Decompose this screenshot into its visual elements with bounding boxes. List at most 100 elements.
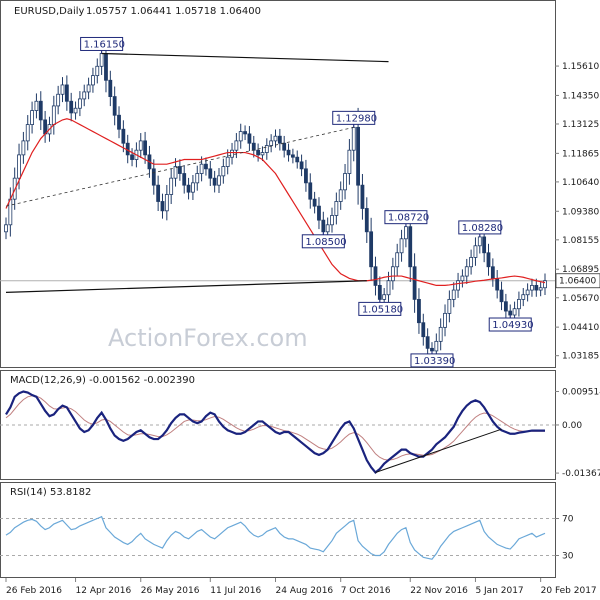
candle-body	[143, 140, 147, 156]
candle-body	[121, 128, 126, 144]
macd-y-tick-label: -0.013671	[562, 469, 600, 479]
rsi-panel-frame	[0, 482, 556, 578]
candle-body	[534, 285, 539, 291]
y-tick-label: 1.13125	[562, 120, 599, 130]
candle-body	[104, 53, 108, 81]
candle-body	[17, 154, 21, 179]
candle-body	[364, 208, 369, 233]
candle-body	[43, 119, 48, 135]
candle-body	[443, 312, 447, 328]
candle-body	[95, 65, 100, 77]
main-title: EURUSD,Daily	[14, 6, 85, 17]
y-tick-label: 1.03185	[562, 352, 599, 362]
candle-body	[82, 91, 87, 100]
candle-body	[34, 100, 39, 111]
candle-body	[395, 252, 400, 268]
candle-body	[538, 287, 543, 291]
candle-body	[343, 173, 347, 191]
ohlc-readout: 1.05757 1.06441 1.05718 1.06400	[86, 6, 261, 17]
candle-body	[243, 131, 247, 135]
candle-body	[199, 163, 204, 174]
y-tick-label: 1.04410	[562, 323, 599, 333]
candle-body	[38, 100, 43, 121]
y-tick-label: 1.10640	[562, 178, 599, 188]
rsi-label: RSI(14) 53.8182	[10, 487, 91, 498]
candle-body	[8, 198, 13, 226]
candle-body	[221, 166, 226, 177]
candle-body	[60, 84, 65, 95]
y-tick-label: 1.15610	[562, 62, 599, 72]
candle-body	[25, 124, 30, 142]
candle-body	[334, 201, 339, 216]
price-label: 1.08500	[305, 237, 346, 248]
y-tick-label: 1.11865	[562, 149, 599, 159]
candle-body	[477, 236, 482, 247]
candle-body	[351, 126, 356, 151]
candle-body	[260, 152, 265, 156]
candle-body	[4, 224, 8, 233]
candle-body	[256, 149, 261, 156]
candle-body	[164, 194, 169, 212]
candle-body	[486, 252, 491, 268]
candle-body	[277, 135, 282, 144]
candle-body	[117, 114, 121, 130]
candle-body	[456, 280, 460, 291]
candle-body	[290, 154, 295, 158]
candle-body	[508, 310, 513, 316]
candle-body	[495, 278, 500, 291]
candle-body	[247, 133, 252, 144]
candle-body	[408, 226, 413, 268]
candle-body	[169, 177, 174, 195]
current-price-label: 1.06400	[559, 277, 596, 287]
candle-body	[182, 173, 187, 186]
candle-body	[304, 168, 308, 184]
candle-body	[347, 149, 352, 174]
macd-y-tick-label: 0.00	[562, 421, 582, 431]
y-tick-label: 1.08155	[562, 236, 599, 246]
macd-line	[5, 390, 545, 475]
candle-body	[56, 93, 61, 107]
candle-body	[460, 275, 465, 282]
candle-body	[230, 149, 234, 158]
candle-body	[473, 245, 478, 258]
candle-body	[264, 145, 269, 153]
rsi-y-tick-label: 30	[562, 552, 574, 562]
x-tick-label: 22 Nov 2016	[410, 586, 468, 596]
candle-body	[177, 166, 182, 174]
candle-body	[386, 280, 391, 296]
candle-body	[421, 322, 426, 338]
candle-body	[130, 154, 134, 160]
candle-body	[317, 205, 321, 221]
candle-body	[195, 173, 200, 184]
candle-body	[191, 182, 195, 193]
y-tick-label: 1.05670	[562, 294, 599, 304]
candle-body	[151, 168, 156, 186]
candle-body	[273, 135, 278, 142]
rsi-line	[5, 515, 546, 560]
candle-body	[430, 347, 434, 352]
candle-body	[234, 140, 239, 151]
price-label: 1.08720	[388, 213, 429, 224]
candle-body	[217, 175, 221, 186]
current-price-box	[555, 273, 600, 289]
candle-body	[108, 79, 113, 97]
candle-body	[382, 294, 387, 300]
x-tick-label: 12 Apr 2016	[76, 586, 132, 596]
candle-body	[512, 308, 517, 316]
price-label: 1.12980	[336, 113, 377, 124]
candle-body	[269, 140, 274, 146]
candle-body	[399, 238, 404, 254]
candle-body	[356, 126, 360, 186]
x-tick-label: 26 May 2016	[141, 586, 200, 596]
price-label: 1.03390	[414, 356, 455, 367]
candle-body	[295, 156, 300, 163]
candle-body	[447, 298, 452, 314]
candle-body	[425, 336, 430, 349]
candle-body	[451, 289, 456, 300]
candle-body	[208, 168, 213, 179]
candle-body	[138, 140, 143, 151]
candle-body	[204, 163, 208, 170]
candle-body	[99, 53, 104, 67]
candle-body	[521, 294, 526, 300]
candle-body	[112, 96, 117, 116]
